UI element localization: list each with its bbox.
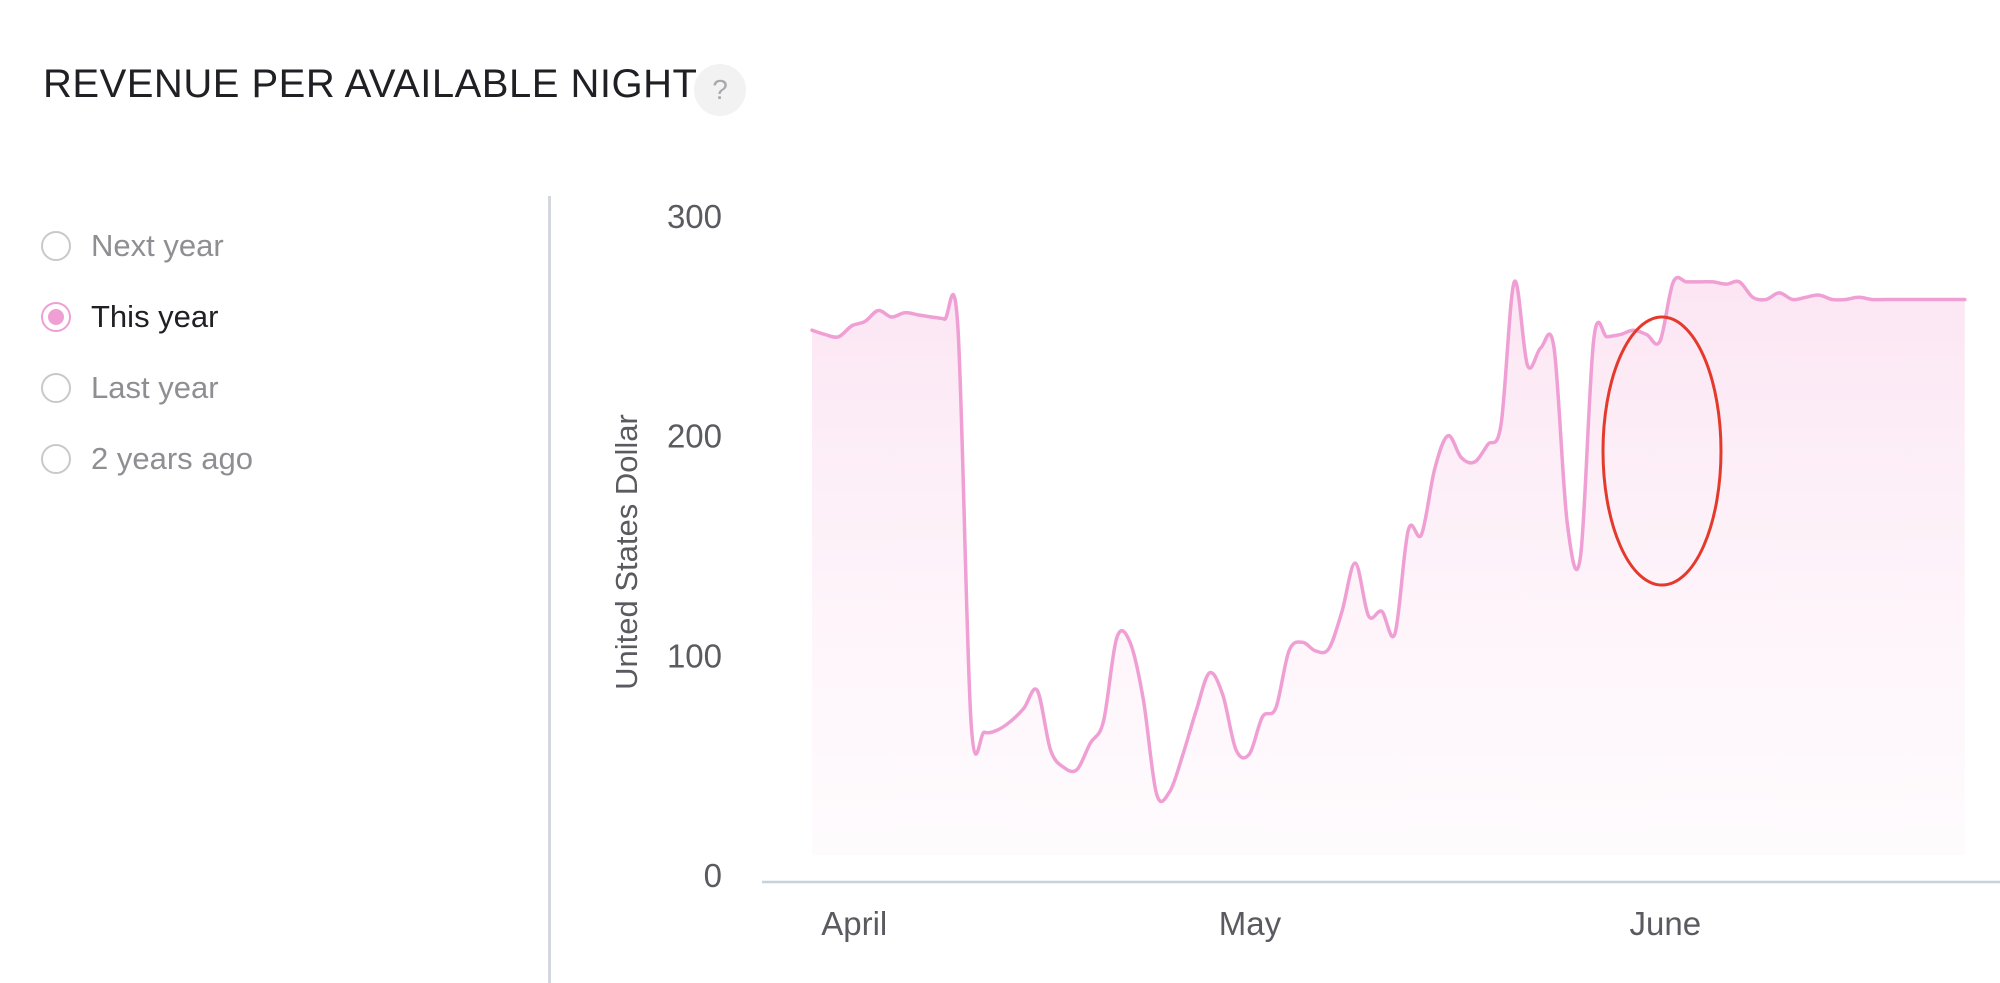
radio-last-year[interactable]	[41, 372, 71, 403]
y-tick-label: 100	[667, 637, 722, 674]
series-line-this-year	[810, 275, 1967, 804]
series-label: This year	[91, 298, 219, 334]
y-axis-title: United States Dollar	[609, 414, 644, 690]
x-tick-label: May	[1219, 905, 1282, 942]
series-selector: Next year This year Last year 2 years ag…	[41, 210, 521, 494]
series-label: Last year	[91, 369, 219, 405]
y-tick-label: 300	[667, 198, 722, 235]
help-icon[interactable]: ?	[694, 64, 746, 116]
y-tick-label: 200	[667, 418, 722, 455]
series-option-last-year[interactable]: Last year	[41, 352, 521, 423]
series-label: 2 years ago	[91, 440, 253, 476]
radio-this-year[interactable]	[41, 301, 71, 332]
series-option-next-year[interactable]: Next year	[41, 210, 521, 281]
panel-divider	[548, 196, 551, 983]
series-option-this-year[interactable]: This year	[41, 281, 521, 352]
series-area-this-year	[812, 277, 1965, 855]
radio-2-years-ago[interactable]	[41, 443, 71, 474]
x-tick-label: April	[821, 905, 887, 942]
annotation-ellipse	[1601, 315, 1723, 587]
page-title: REVENUE PER AVAILABLE NIGHT	[43, 62, 698, 106]
x-tick-label: June	[1630, 905, 1702, 942]
series-label: Next year	[91, 227, 224, 263]
y-tick-label: 0	[704, 857, 722, 894]
radio-next-year[interactable]	[41, 230, 71, 261]
series-option-2-years-ago[interactable]: 2 years ago	[41, 423, 521, 494]
